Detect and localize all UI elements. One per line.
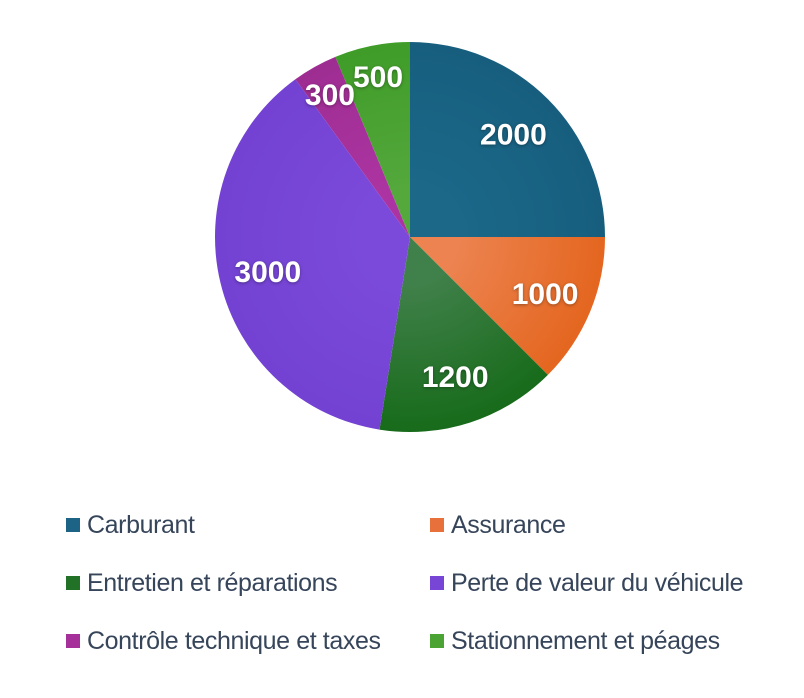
legend-item-assurance[interactable]: Assurance (430, 496, 743, 554)
chart-legend: Carburant Assurance Entretien et réparatio… (66, 496, 744, 670)
legend-item-controle-technique-et-taxes[interactable]: Contrôle technique et taxes (66, 612, 430, 670)
legend-label: Entretien et réparations (87, 568, 338, 597)
legend-item-stationnement-et-peages[interactable]: Stationnement et péages (430, 612, 743, 670)
legend-label: Perte de valeur du véhicule (451, 568, 744, 597)
pie-slice-carburant[interactable] (410, 42, 605, 237)
legend-swatch-controle-technique-et-taxes (66, 634, 80, 648)
pie-slice-stationnement-et-peages[interactable] (335, 42, 410, 237)
legend-swatch-carburant (66, 518, 80, 532)
pie-slice-perte-de-valeur-du-vehicule[interactable] (214, 79, 410, 430)
legend-label: Carburant (87, 510, 195, 539)
legend-swatch-perte-de-valeur-du-vehicule (430, 576, 444, 590)
legend-swatch-stationnement-et-peages (430, 634, 444, 648)
pie-slice-entretien-et-reparations[interactable] (379, 237, 548, 433)
legend-item-perte-de-valeur-du-vehicule[interactable]: Perte de valeur du véhicule (430, 554, 744, 612)
pie-slice-controle-technique-et-taxes[interactable] (295, 56, 410, 238)
legend-item-carburant[interactable]: Carburant (66, 496, 430, 554)
legend-swatch-entretien-et-reparations (66, 576, 80, 590)
legend-item-entretien-et-reparations[interactable]: Entretien et réparations (66, 554, 430, 612)
legend-label: Contrôle technique et taxes (87, 626, 381, 655)
legend-swatch-assurance (430, 518, 444, 532)
legend-label: Stationnement et péages (451, 626, 720, 655)
pie-slice-assurance[interactable] (410, 237, 605, 375)
legend-label: Assurance (451, 510, 566, 539)
